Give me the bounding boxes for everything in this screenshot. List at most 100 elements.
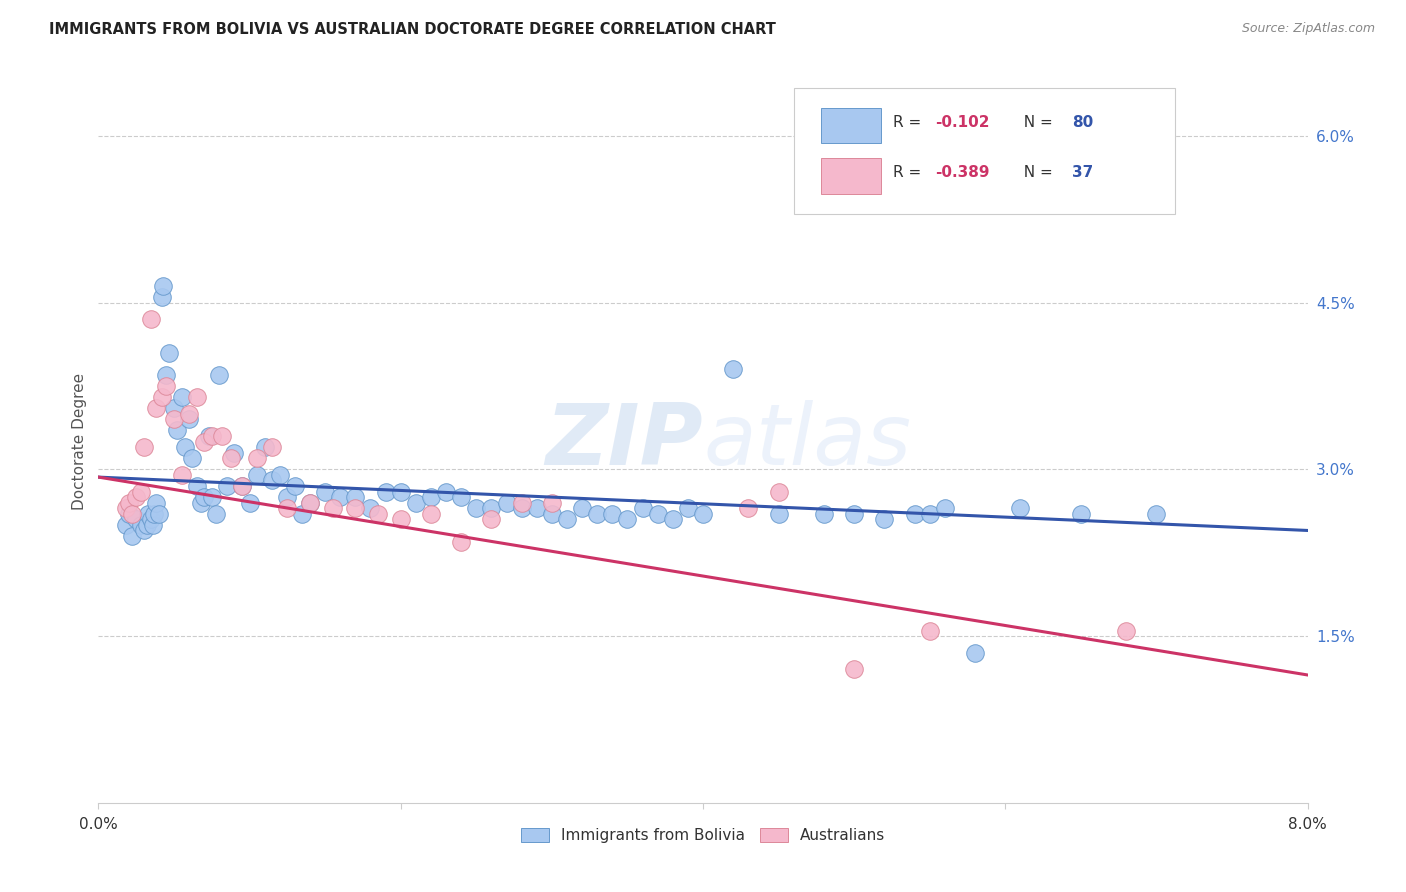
Point [904, 507, 927, 521]
Point [291, 507, 314, 521]
Point [170, 467, 193, 482]
Point [374, 484, 396, 499]
Point [163, 401, 186, 416]
Point [1115, 624, 1137, 638]
Point [121, 507, 143, 521]
FancyBboxPatch shape [793, 87, 1174, 214]
Point [132, 524, 155, 538]
Point [465, 501, 488, 516]
Point [299, 496, 322, 510]
Point [813, 507, 835, 521]
Point [481, 512, 503, 526]
Point [768, 507, 790, 521]
Point [389, 484, 412, 499]
Text: N =: N = [1014, 165, 1057, 180]
Point [114, 501, 136, 516]
Point [481, 501, 503, 516]
Point [526, 501, 548, 516]
Point [129, 484, 152, 499]
Point [125, 512, 148, 526]
Point [389, 512, 412, 526]
Point [208, 368, 231, 382]
Point [262, 474, 284, 488]
Point [211, 429, 233, 443]
Point [1010, 501, 1032, 516]
Text: IMMIGRANTS FROM BOLIVIA VS AUSTRALIAN DOCTORATE DEGREE CORRELATION CHART: IMMIGRANTS FROM BOLIVIA VS AUSTRALIAN DO… [49, 22, 776, 37]
Point [510, 501, 533, 516]
Point [173, 440, 195, 454]
Point [170, 390, 193, 404]
Point [142, 517, 165, 532]
Point [148, 507, 170, 521]
Point [231, 479, 253, 493]
Text: R =: R = [893, 165, 927, 180]
Point [136, 507, 159, 521]
Point [434, 484, 457, 499]
Point [132, 440, 155, 454]
Point [181, 451, 204, 466]
Point [145, 401, 167, 416]
Point [616, 512, 638, 526]
Point [555, 512, 578, 526]
Point [121, 529, 143, 543]
Point [276, 501, 298, 516]
Point [934, 501, 956, 516]
Point [246, 451, 269, 466]
Point [314, 484, 336, 499]
Point [586, 507, 609, 521]
Point [246, 467, 269, 482]
Point [201, 490, 224, 504]
Point [190, 496, 212, 510]
FancyBboxPatch shape [821, 108, 880, 143]
Point [239, 496, 262, 510]
Point [186, 479, 208, 493]
Text: N =: N = [1014, 115, 1057, 129]
FancyBboxPatch shape [821, 158, 880, 194]
Point [135, 517, 157, 532]
Point [723, 362, 745, 376]
Point [768, 484, 790, 499]
Point [495, 496, 517, 510]
Point [118, 496, 141, 510]
Point [197, 429, 219, 443]
Point [737, 501, 759, 516]
Point [166, 424, 188, 438]
Point [179, 407, 201, 421]
Point [1070, 507, 1092, 521]
Point [367, 507, 389, 521]
Point [205, 507, 228, 521]
Text: Source: ZipAtlas.com: Source: ZipAtlas.com [1241, 22, 1375, 36]
Point [159, 345, 181, 359]
Point [676, 501, 699, 516]
Point [150, 290, 173, 304]
Point [510, 496, 533, 510]
Point [276, 490, 298, 504]
Point [322, 501, 344, 516]
Legend: Immigrants from Bolivia, Australians: Immigrants from Bolivia, Australians [515, 822, 891, 849]
Point [344, 490, 367, 504]
Point [118, 507, 141, 521]
Point [155, 368, 177, 382]
Point [873, 512, 896, 526]
Point [186, 390, 208, 404]
Point [193, 434, 215, 449]
Point [844, 662, 866, 676]
Point [405, 496, 427, 510]
Point [450, 534, 472, 549]
Point [152, 279, 174, 293]
Point [141, 312, 163, 326]
Point [231, 479, 253, 493]
Point [201, 429, 224, 443]
Point [253, 440, 276, 454]
Point [150, 390, 173, 404]
Text: -0.389: -0.389 [935, 165, 990, 180]
Point [647, 507, 669, 521]
Point [450, 490, 472, 504]
Point [193, 490, 215, 504]
Point [145, 496, 167, 510]
Point [269, 467, 291, 482]
Point [179, 412, 201, 426]
Point [329, 490, 352, 504]
Text: atlas: atlas [703, 400, 911, 483]
Point [143, 507, 166, 521]
